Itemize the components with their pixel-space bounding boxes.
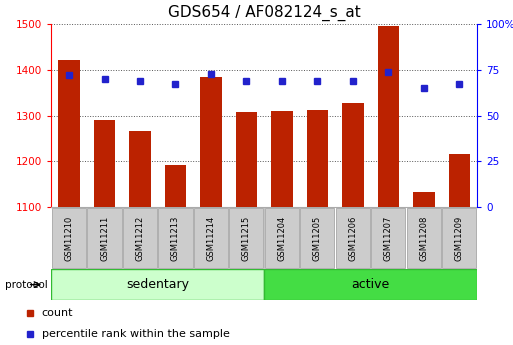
- Bar: [94, 120, 115, 207]
- Text: GSM11215: GSM11215: [242, 215, 251, 261]
- Text: percentile rank within the sample: percentile rank within the sample: [42, 329, 230, 339]
- Bar: [165, 165, 186, 207]
- Bar: [301, 208, 334, 268]
- Bar: [194, 208, 228, 268]
- Bar: [371, 208, 405, 268]
- Bar: [236, 112, 257, 207]
- Text: GSM11213: GSM11213: [171, 215, 180, 261]
- Bar: [449, 155, 470, 207]
- Bar: [129, 131, 151, 207]
- Text: GSM11205: GSM11205: [313, 215, 322, 261]
- Bar: [407, 208, 441, 268]
- Bar: [58, 60, 80, 207]
- Text: sedentary: sedentary: [126, 278, 189, 291]
- Bar: [342, 103, 364, 207]
- Bar: [413, 193, 435, 207]
- Bar: [265, 208, 299, 268]
- Text: GSM11207: GSM11207: [384, 215, 393, 261]
- Bar: [51, 269, 264, 300]
- Bar: [88, 208, 122, 268]
- Bar: [271, 111, 292, 207]
- Text: GSM11211: GSM11211: [100, 215, 109, 261]
- Bar: [264, 269, 477, 300]
- Bar: [123, 208, 157, 268]
- Bar: [159, 208, 192, 268]
- Text: GSM11204: GSM11204: [278, 215, 286, 261]
- Text: GSM11208: GSM11208: [419, 215, 428, 261]
- Bar: [336, 208, 370, 268]
- Text: protocol: protocol: [5, 280, 48, 289]
- Bar: [229, 208, 264, 268]
- Title: GDS654 / AF082124_s_at: GDS654 / AF082124_s_at: [168, 5, 361, 21]
- Bar: [200, 77, 222, 207]
- Bar: [307, 110, 328, 207]
- Text: GSM11206: GSM11206: [348, 215, 358, 261]
- Bar: [52, 208, 86, 268]
- Text: count: count: [42, 308, 73, 318]
- Text: GSM11212: GSM11212: [135, 215, 145, 261]
- Text: GSM11210: GSM11210: [65, 215, 73, 261]
- Bar: [378, 26, 399, 207]
- Bar: [442, 208, 477, 268]
- Text: GSM11209: GSM11209: [455, 215, 464, 261]
- Text: GSM11214: GSM11214: [206, 215, 215, 261]
- Text: active: active: [351, 278, 390, 291]
